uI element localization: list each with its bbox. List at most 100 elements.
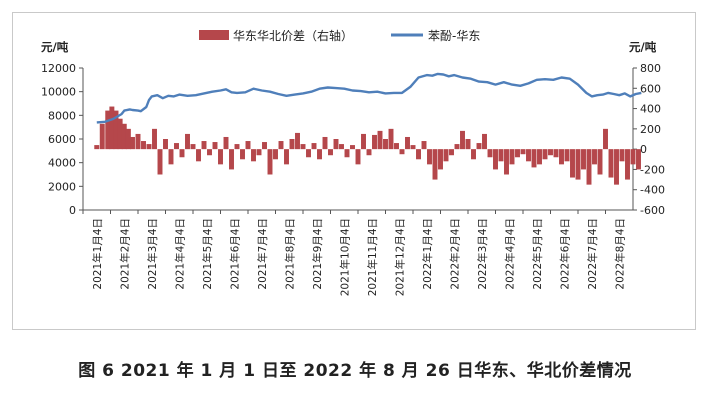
spread-bar	[130, 136, 135, 150]
spread-bar	[471, 149, 476, 160]
spread-bar	[333, 139, 339, 150]
spread-bar	[245, 141, 251, 150]
spread-bar	[399, 149, 405, 155]
phenol-price-line	[96, 72, 642, 124]
spread-bar	[608, 149, 614, 178]
spread-bar	[509, 149, 515, 165]
spread-bar	[121, 123, 127, 150]
spread-bar	[190, 144, 196, 150]
spread-bar	[377, 130, 383, 150]
spread-bar	[449, 149, 454, 156]
spread-bar	[388, 128, 394, 150]
spread-bar	[174, 143, 179, 150]
spread-bar	[218, 149, 223, 165]
x-tick-label: 2021年11月4日	[366, 218, 379, 296]
spread-bar	[185, 133, 190, 150]
spread-bar	[537, 149, 542, 165]
spread-bar	[570, 149, 575, 178]
spread-bar	[482, 133, 487, 150]
x-tick-label: 2021年2月4日	[118, 218, 131, 290]
spread-bar	[344, 149, 350, 158]
left-tick-label: 8000	[48, 109, 76, 122]
spread-bar	[619, 149, 625, 162]
spread-bar	[317, 149, 322, 160]
spread-bar	[207, 149, 212, 156]
spread-bar	[476, 143, 482, 150]
spread-bar	[152, 128, 157, 150]
legend-label-phenol: 苯酚-华东	[428, 29, 480, 43]
spread-bar	[405, 136, 410, 150]
spread-bar	[443, 149, 449, 162]
right-tick-label: 400	[640, 103, 661, 116]
spread-bar	[201, 141, 207, 150]
x-tick-label: 2021年6月4日	[228, 218, 241, 290]
spread-bar	[366, 149, 372, 156]
spread-bar	[355, 149, 361, 165]
spread-bar	[427, 149, 432, 165]
x-tick-label: 2022年2月4日	[448, 218, 461, 290]
spread-bar	[416, 149, 421, 160]
spread-bar	[339, 144, 344, 150]
spread-bar	[520, 149, 526, 155]
spread-bar	[163, 139, 168, 150]
left-tick-label: 12000	[41, 62, 76, 75]
spread-bar	[229, 149, 234, 170]
spread-bar	[295, 132, 300, 150]
spread-bar	[109, 106, 115, 150]
x-tick-label: 2021年8月4日	[283, 218, 296, 290]
right-tick-label: 200	[640, 123, 661, 136]
x-tick-label: 2021年3月4日	[146, 218, 159, 290]
spread-bar	[515, 149, 520, 158]
right-tick-label: -200	[640, 163, 665, 176]
spread-bar	[306, 149, 311, 158]
x-tick-label: 2021年12月4日	[393, 218, 406, 296]
spread-bar	[432, 149, 438, 180]
spread-bar	[179, 149, 185, 158]
spread-bar	[465, 139, 471, 150]
legend-label-spread: 华东华北价差（右轴）	[233, 28, 353, 43]
dual-axis-chart: 0 2000 4000 6000 8000 10000 12000 -600 -400 -200 0…	[41, 28, 665, 296]
spread-bar	[300, 144, 306, 150]
spread-bar	[531, 149, 537, 168]
right-tick-label: -400	[640, 184, 665, 197]
spread-bar	[542, 149, 548, 160]
spread-bar	[421, 141, 427, 150]
spread-bar	[383, 139, 388, 150]
right-tick-label: 600	[640, 82, 661, 95]
spread-bar	[603, 128, 608, 150]
spread-bar	[526, 149, 531, 162]
chart-frame: 0 2000 4000 6000 8000 10000 12000 -600 -400 -200 0…	[12, 12, 696, 330]
spread-bar	[256, 149, 262, 156]
spread-bar	[575, 149, 581, 180]
spread-bar	[559, 149, 564, 165]
spread-bar	[94, 145, 100, 150]
spread-bar	[553, 149, 559, 158]
x-tick-label: 2022年7月4日	[586, 218, 599, 290]
spread-bar	[498, 149, 504, 162]
legend-swatch-spread	[199, 30, 229, 40]
spread-bar	[438, 149, 443, 170]
spread-bar	[240, 149, 245, 160]
x-tick-label: 2022年6月4日	[558, 218, 571, 290]
spread-bar	[99, 123, 105, 150]
spread-bar	[372, 134, 377, 150]
spread-bar	[311, 143, 317, 150]
spread-bar	[410, 145, 416, 150]
figure-caption: 图 6 2021 年 1 月 1 日至 2022 年 8 月 26 日华东、华北…	[78, 361, 632, 381]
left-tick-label: 10000	[41, 86, 76, 99]
spread-bar	[625, 149, 630, 180]
spread-bar	[146, 144, 152, 150]
spread-bar	[284, 149, 289, 165]
spread-bar	[289, 139, 295, 150]
x-tick-label: 2022年8月4日	[613, 218, 626, 290]
spread-bar	[460, 130, 465, 150]
x-tick-label: 2021年1月4日	[91, 218, 104, 290]
spread-bar	[636, 149, 641, 170]
spread-bar	[234, 144, 240, 150]
spread-bar	[113, 110, 119, 150]
x-tick-label: 2022年1月4日	[421, 218, 434, 290]
spread-bar	[597, 149, 603, 175]
spread-bar	[125, 128, 131, 150]
spread-bar	[630, 149, 636, 165]
left-tick-label: 6000	[48, 133, 76, 146]
